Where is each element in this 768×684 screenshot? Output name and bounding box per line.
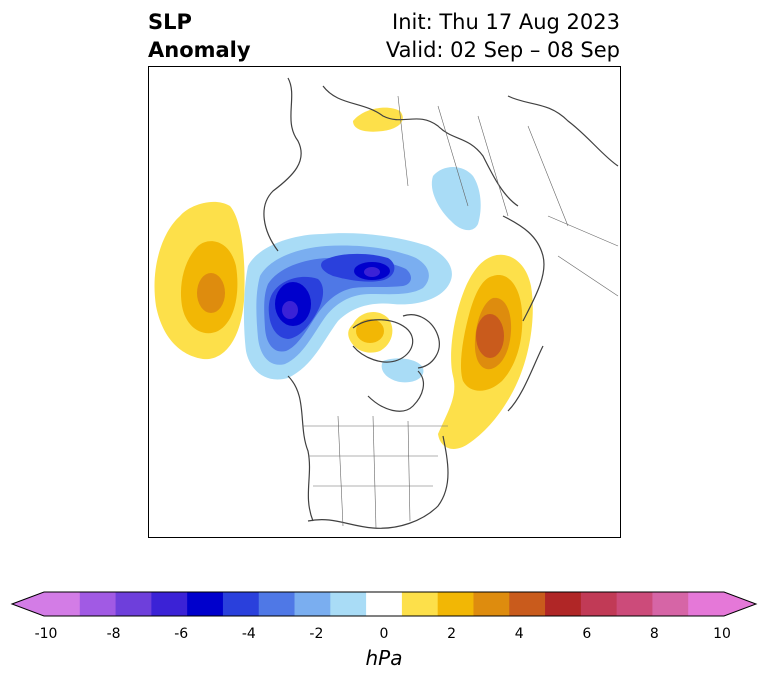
colorbar-segment <box>652 592 689 616</box>
colorbar-segment <box>401 592 439 616</box>
colorbar-segment <box>79 592 117 616</box>
colorbar-extend-high <box>724 592 756 616</box>
colorbar-segment <box>688 592 725 616</box>
valid-date: Valid: 02 Sep – 08 Sep <box>385 38 620 62</box>
colorbar-segment <box>437 592 474 616</box>
anomaly-north-pacific-high <box>154 201 245 360</box>
colorbar-segment <box>616 592 653 616</box>
anomaly-alaska-low <box>243 233 452 380</box>
map-title: SLP Anomaly <box>148 8 251 64</box>
anomaly-north-atlantic-high <box>438 254 533 449</box>
coastlines <box>263 77 619 529</box>
colorbar-segment <box>580 592 618 616</box>
colorbar-tick-label: 0 <box>379 626 389 642</box>
anomaly-scandinavia-low <box>431 167 481 231</box>
colorbar-tick-label: -4 <box>241 626 256 642</box>
anomaly-hudson-bay-low <box>381 358 424 383</box>
colorbar-tick-label: -2 <box>309 626 324 642</box>
colorbar-segment <box>330 592 367 616</box>
colorbar-segment <box>509 592 546 616</box>
anomaly-western-russia-high <box>353 107 403 132</box>
colorbar-tick-label: 8 <box>649 626 659 642</box>
colorbar-tick-label: -8 <box>106 626 121 642</box>
title-line-1: SLP <box>148 10 192 34</box>
colorbar-segment <box>187 592 224 616</box>
colorbar-tick-label: 4 <box>514 626 524 642</box>
colorbar-tick-label: 6 <box>582 626 592 642</box>
borders <box>303 95 619 529</box>
colorbar <box>10 591 758 617</box>
map-frame <box>148 66 621 538</box>
colorbar-outline <box>10 591 758 617</box>
colorbar-segment <box>366 592 403 616</box>
colorbar-extend-low <box>12 592 44 616</box>
title-line-2: Anomaly <box>148 38 251 62</box>
date-info: Init: Thu 17 Aug 2023 Valid: 02 Sep – 08… <box>386 8 620 64</box>
colorbar-segment <box>115 592 152 616</box>
colorbar-segment <box>222 592 260 616</box>
colorbar-segment <box>473 592 510 616</box>
init-date: Init: Thu 17 Aug 2023 <box>392 10 620 34</box>
colorbar-tick-label: 10 <box>713 626 731 642</box>
colorbar-segment <box>545 592 582 616</box>
anomaly-canadian-arctic-high <box>348 312 393 353</box>
colorbar-tick-label: -6 <box>174 626 189 642</box>
colorbar-segment <box>44 592 81 616</box>
slp-anomaly-map <box>148 66 621 538</box>
colorbar-segment <box>151 592 188 616</box>
colorbar-segment <box>294 592 331 616</box>
colorbar-segment <box>258 592 296 616</box>
colorbar-units: hPa <box>365 646 403 670</box>
colorbar-tick-label: -10 <box>34 626 58 642</box>
colorbar-tick-label: 2 <box>447 626 457 642</box>
